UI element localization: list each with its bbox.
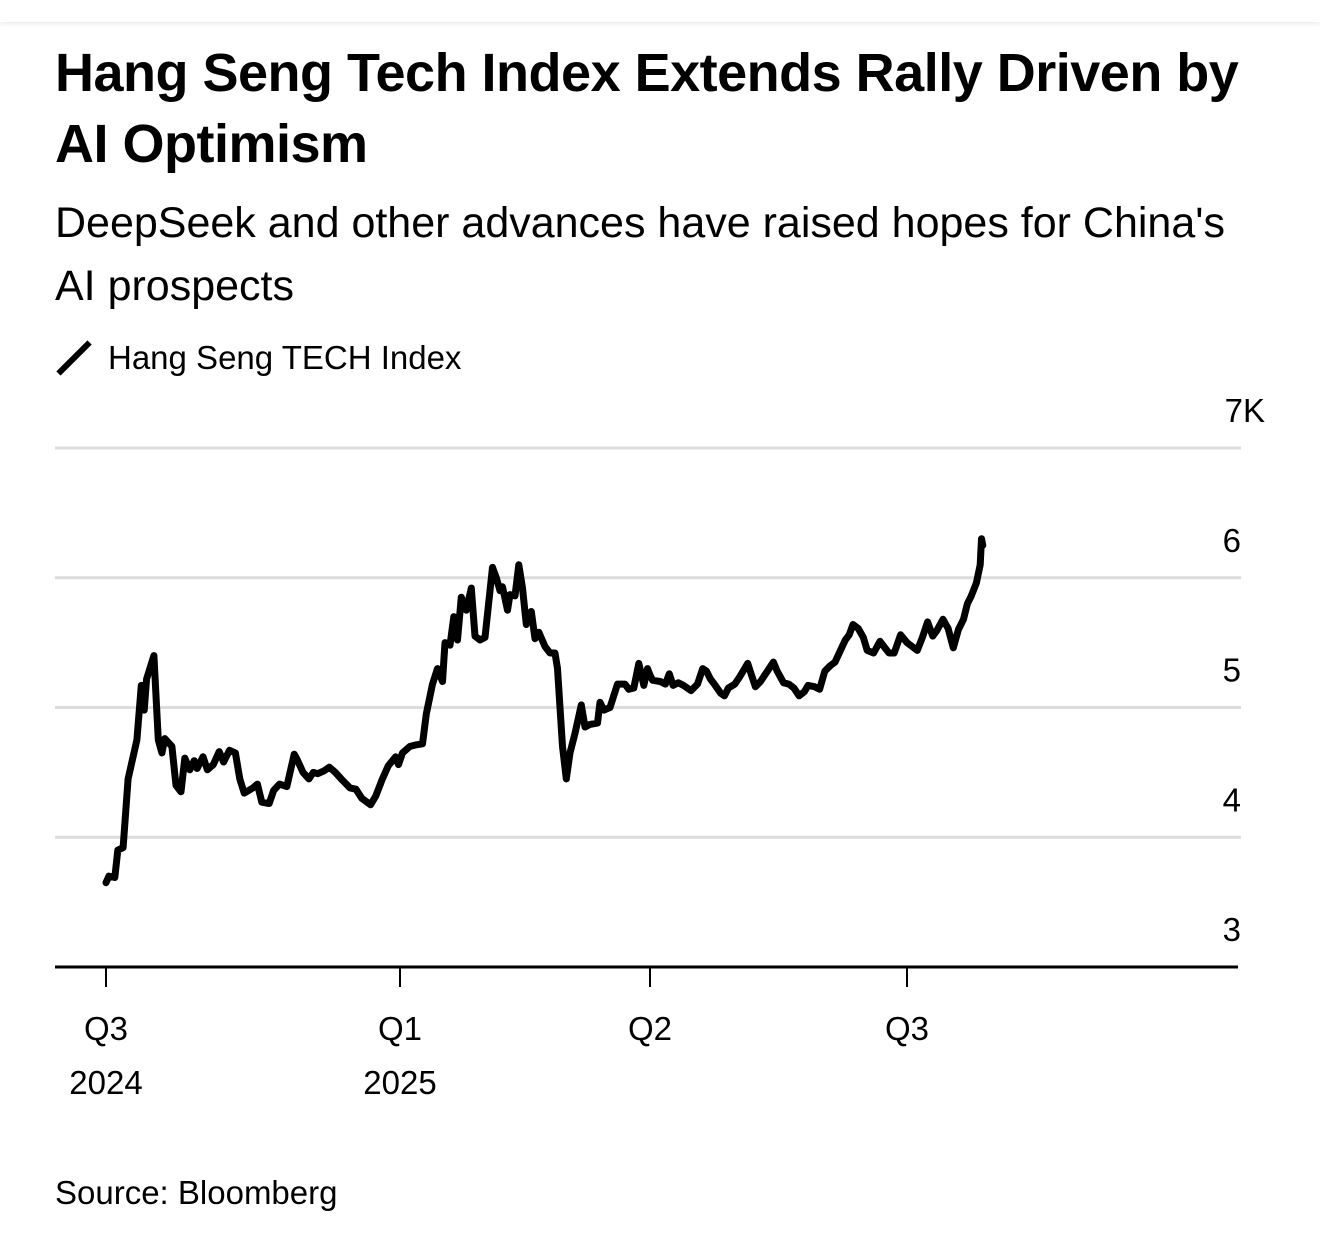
y-tick-label: 3 [1223,911,1241,948]
y-tick-label: 7K [1225,392,1265,429]
chart-title: Hang Seng Tech Index Extends Rally Drive… [55,43,1239,174]
line-swatch-icon [55,340,91,376]
chart-subtitle: DeepSeek and other advances have raised … [55,199,1225,310]
source-note: Source: Bloomberg [55,1174,338,1211]
x-tick-sublabel: 2024 [69,1064,142,1101]
x-axis: Q3 2024 Q1 2025 Q2 Q3 [55,965,1238,1101]
y-axis-labels: 3 4 5 6 7K [1223,392,1265,948]
x-tick-label: Q3 [84,1010,128,1047]
x-tick-label: Q1 [378,1010,422,1047]
y-tick-label: 6 [1223,522,1241,559]
y-tick-label: 4 [1223,781,1241,818]
top-bar [0,0,1320,22]
legend: Hang Seng TECH Index [55,336,461,380]
x-tick-label: Q3 [885,1010,929,1047]
legend-label: Hang Seng TECH Index [108,339,462,376]
x-tick-label: Q2 [628,1010,672,1047]
series-line-hang-seng-tech [102,535,987,887]
line-chart: 3 4 5 6 7K Q3 2024 Q1 2025 Q2 Q3 [55,392,1265,1101]
x-tick-sublabel: 2025 [363,1064,436,1101]
gridlines [55,446,1241,839]
series-group [102,535,987,887]
y-tick-label: 5 [1223,652,1241,689]
